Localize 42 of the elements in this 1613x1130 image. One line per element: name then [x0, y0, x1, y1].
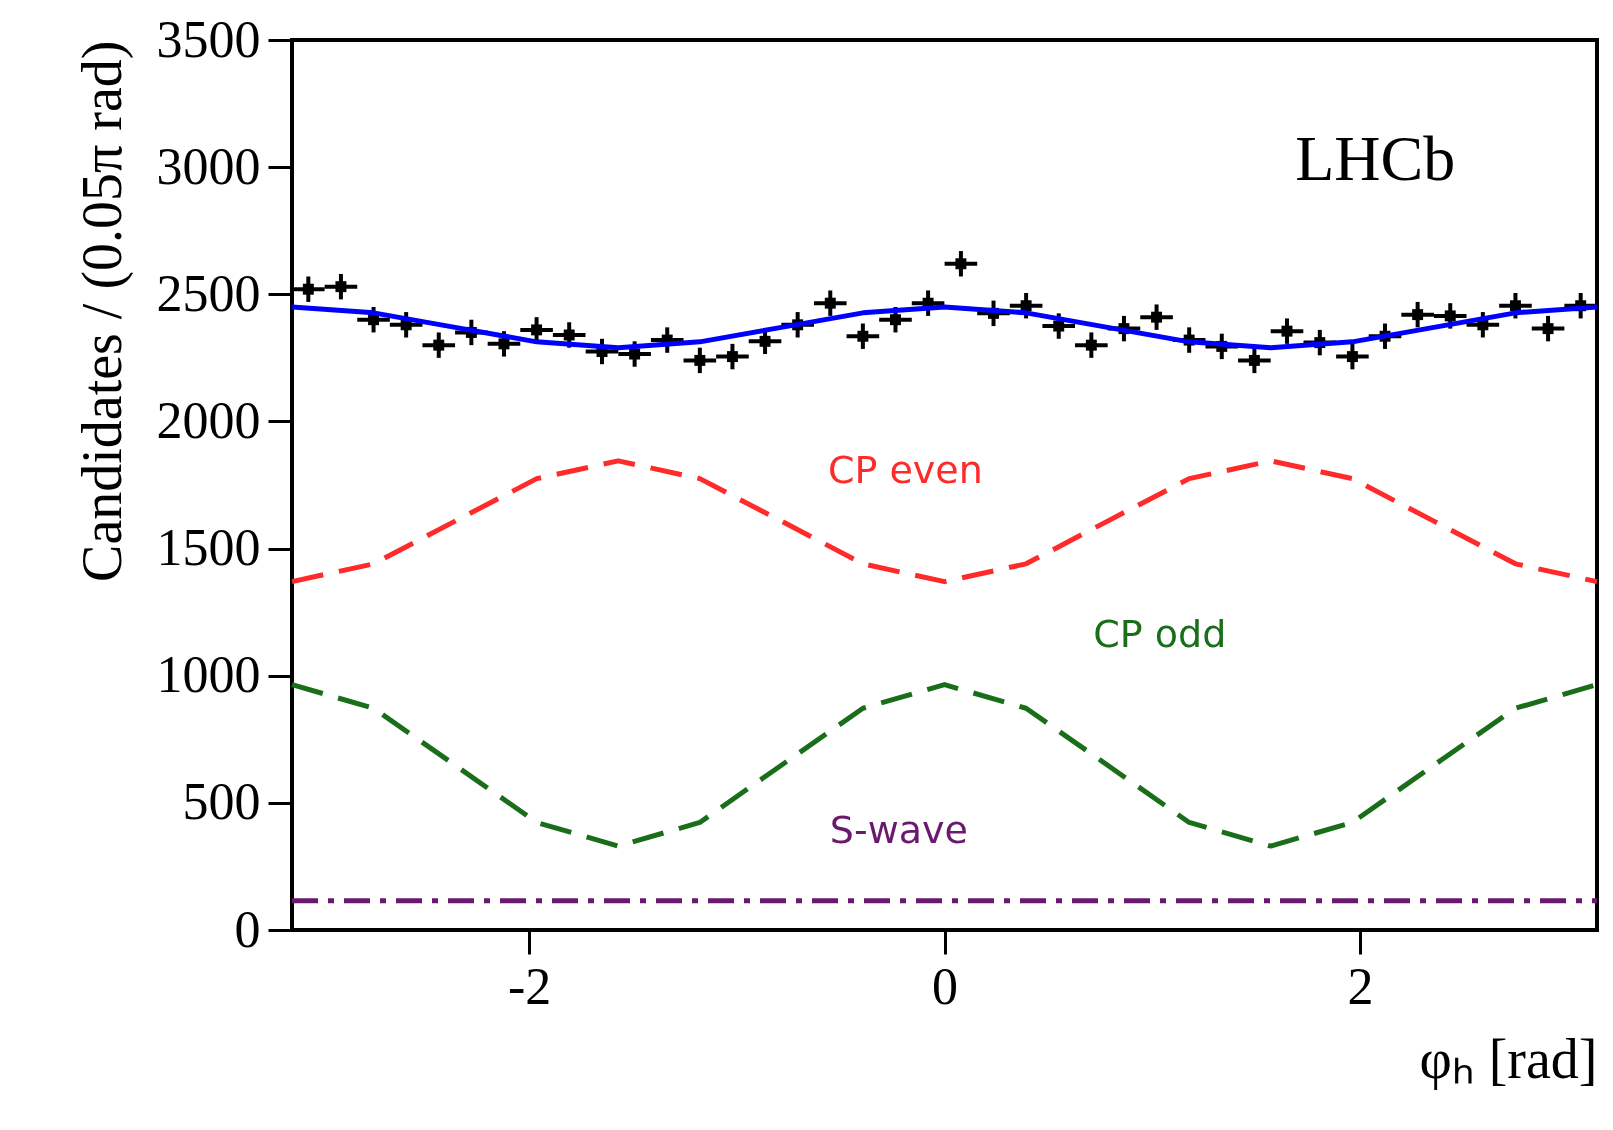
- y-axis-title: Candidates / (0.05π rad): [70, 40, 134, 582]
- point: [302, 283, 314, 295]
- y-tick-label: 0: [234, 900, 261, 958]
- point: [694, 354, 706, 366]
- point: [890, 314, 901, 326]
- point: [1151, 311, 1163, 323]
- point: [531, 324, 543, 336]
- y-tick-label: 1000: [156, 646, 261, 704]
- point: [1085, 339, 1097, 351]
- x-tick-label: 0: [932, 957, 958, 1015]
- y-tick-label: 500: [182, 773, 261, 831]
- point: [726, 351, 738, 363]
- point: [1444, 310, 1456, 322]
- point: [1020, 300, 1032, 312]
- point: [759, 335, 771, 347]
- x-tick-label: 2: [1347, 957, 1374, 1015]
- series-label: CP even: [827, 447, 983, 492]
- x-tick-label: -2: [507, 957, 552, 1015]
- point: [335, 281, 347, 293]
- point: [1509, 300, 1521, 312]
- point: [824, 297, 836, 309]
- point: [563, 329, 575, 341]
- point: [955, 258, 967, 270]
- point: [1281, 325, 1293, 337]
- point: [1346, 351, 1358, 363]
- y-tick-label: 2500: [156, 264, 261, 322]
- point: [1053, 320, 1065, 332]
- y-tick-label: 3500: [156, 10, 261, 68]
- point: [1542, 323, 1554, 335]
- point: [1412, 309, 1424, 321]
- y-tick-label: 1500: [156, 519, 261, 577]
- point: [498, 338, 510, 350]
- y-tick-label: 2000: [156, 391, 261, 449]
- point: [857, 330, 869, 342]
- text: CP odd: [1093, 612, 1227, 657]
- point: [1248, 354, 1260, 366]
- annotation: LHCb: [1295, 123, 1456, 195]
- series-label: S-wave: [829, 808, 968, 853]
- x-axis-title: φₕ [rad]: [1419, 1027, 1598, 1090]
- point: [629, 348, 641, 360]
- point: [433, 339, 445, 351]
- y-tick-label: 3000: [156, 137, 261, 195]
